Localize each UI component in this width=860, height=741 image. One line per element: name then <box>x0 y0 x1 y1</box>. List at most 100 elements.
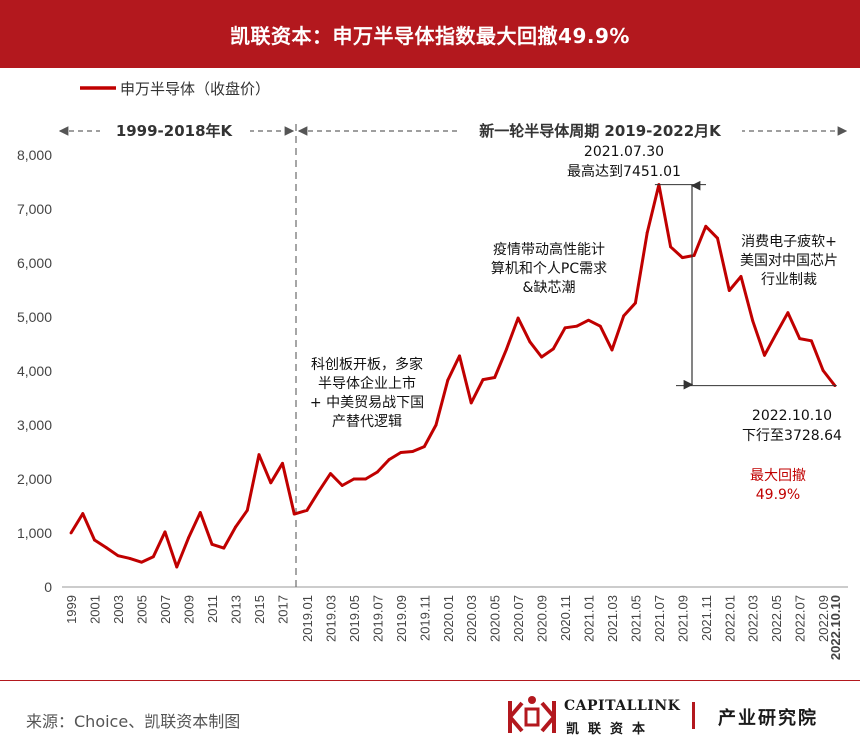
data-point-annual <box>292 512 296 516</box>
data-point-annual <box>187 536 190 540</box>
legend-label: 申万半导体（收盘价） <box>120 80 270 98</box>
data-point-annual <box>198 511 202 514</box>
period-header-1: 1999-2018年K <box>58 118 295 140</box>
data-point-monthly <box>798 337 802 340</box>
data-point-monthly <box>716 236 719 240</box>
x-tick-label: 2022.05 <box>769 595 784 642</box>
data-point-monthly <box>516 316 520 320</box>
y-tick-label: 0 <box>44 579 52 595</box>
note-2022-line-2: 美国对中国芯片 <box>740 253 838 269</box>
data-point-monthly <box>387 458 391 461</box>
page-title: 凯联资本：申万半导体指数最大回撤49.9% <box>230 23 630 48</box>
data-point-monthly <box>375 470 379 474</box>
drawdown-bracket <box>654 180 837 390</box>
data-point-monthly <box>645 231 649 235</box>
data-point-annual <box>222 546 226 550</box>
data-point-monthly <box>469 401 473 405</box>
data-point-monthly <box>411 450 414 453</box>
x-tick-label: 2019.07 <box>370 595 385 642</box>
data-point-monthly <box>434 423 438 427</box>
period-label-2: 新一轮半导体周期 2019-2022月K <box>479 122 722 140</box>
note-2019: 科创板开板，多家 半导体企业上市 + 中美贸易战下国 产替代逻辑 <box>310 356 424 430</box>
period-label-1: 1999-2018年K <box>116 122 234 140</box>
x-tick-label: 2017 <box>276 595 291 624</box>
x-tick-label: 2013 <box>229 595 244 624</box>
x-tick-label: 1999 <box>64 595 79 624</box>
data-point-annual <box>151 555 155 559</box>
drawdown-label-2: 49.9% <box>756 487 800 503</box>
data-point-monthly <box>352 477 356 481</box>
x-tick-label: 2022.09 <box>816 595 831 642</box>
y-tick-label: 8,000 <box>17 147 52 163</box>
data-point-annual <box>128 556 132 560</box>
data-point-monthly <box>587 318 590 322</box>
data-point-annual <box>116 554 120 558</box>
note-2020-line-2: 算机和个人PC需求 <box>491 261 607 277</box>
data-point-monthly <box>563 326 567 330</box>
x-tick-label: 2001 <box>88 595 103 624</box>
data-points <box>69 183 837 569</box>
capitallink-logo: CAPITALLINK 凯联资本 产业研究院 <box>506 693 846 739</box>
data-point-monthly <box>458 354 461 358</box>
x-tick-label: 2015 <box>252 595 267 624</box>
data-point-annual <box>93 538 96 542</box>
data-point-monthly <box>763 353 766 357</box>
y-tick-label: 4,000 <box>17 363 52 379</box>
data-point-monthly <box>340 484 344 487</box>
data-point-annual <box>69 531 73 535</box>
x-tick-label: 2022.01 <box>722 595 737 642</box>
data-point-monthly <box>634 301 637 305</box>
data-point-annual <box>163 530 167 534</box>
peak-value-label: 最高达到7451.01 <box>567 163 681 180</box>
department-label: 产业研究院 <box>718 708 818 729</box>
data-point-annual <box>175 565 179 569</box>
x-tick-label: 2020.07 <box>511 595 526 642</box>
y-tick-label: 3,000 <box>17 417 52 433</box>
data-point-monthly <box>610 348 614 352</box>
data-point-monthly <box>364 477 368 481</box>
data-point-monthly <box>317 490 321 493</box>
data-point-monthly <box>622 314 626 318</box>
data-point-monthly <box>739 275 743 278</box>
data-point-monthly <box>446 378 450 382</box>
x-tick-label: 2011 <box>205 595 220 623</box>
data-point-annual <box>245 508 249 512</box>
x-tick-label: 2020.09 <box>535 595 550 642</box>
x-tick-label: 2005 <box>135 595 150 624</box>
data-point-annual <box>210 542 214 546</box>
data-point-monthly <box>692 254 696 257</box>
y-tick-label: 7,000 <box>17 201 52 217</box>
note-2022-line-1: 消费电子疲软+ <box>741 233 837 250</box>
period-label-bg-1 <box>100 118 250 140</box>
x-tick-label: 2020.05 <box>488 595 503 642</box>
x-tick-label: 2019.03 <box>323 595 338 642</box>
x-tick-label: 2019.05 <box>347 595 362 642</box>
data-point-annual <box>269 481 273 485</box>
x-tick-label: 2021.11 <box>699 595 714 641</box>
note-2019-line-4: 产替代逻辑 <box>332 414 402 430</box>
x-tick-label: 2019.09 <box>394 595 409 642</box>
data-point-annual <box>257 453 261 457</box>
data-point-monthly <box>751 319 755 323</box>
note-2020-line-3: &缺芯潮 <box>523 280 576 296</box>
data-point-monthly <box>821 369 825 372</box>
x-tick-label: 2003 <box>111 595 126 624</box>
note-2020: 疫情带动高性能计 算机和个人PC需求 &缺芯潮 <box>491 241 607 296</box>
note-2019-line-3: + 中美贸易战下国 <box>310 395 424 411</box>
peak-date-label: 2021.07.30 <box>584 144 664 160</box>
data-point-monthly <box>551 347 555 351</box>
x-tick-label: 2019.11 <box>417 595 432 641</box>
data-point-monthly <box>809 339 813 343</box>
x-tick-label: 2020.11 <box>558 595 573 641</box>
legend: 申万半导体（收盘价） <box>80 80 270 98</box>
x-tick-label: 2021.07 <box>652 595 667 642</box>
note-2019-line-2: 半导体企业上市 <box>318 375 416 392</box>
data-point-monthly <box>305 508 309 512</box>
title-banner: 凯联资本：申万半导体指数最大回撤49.9% <box>0 0 860 68</box>
x-tick-label: 2022.10.10 <box>828 595 843 660</box>
logo-mark-icon <box>508 696 556 733</box>
data-point-annual <box>104 546 108 549</box>
y-axis: 0 1,000 2,000 3,000 4,000 5,000 6,000 7,000 8,00… <box>17 147 52 595</box>
data-point-monthly <box>505 348 508 351</box>
data-point-monthly <box>481 378 485 382</box>
